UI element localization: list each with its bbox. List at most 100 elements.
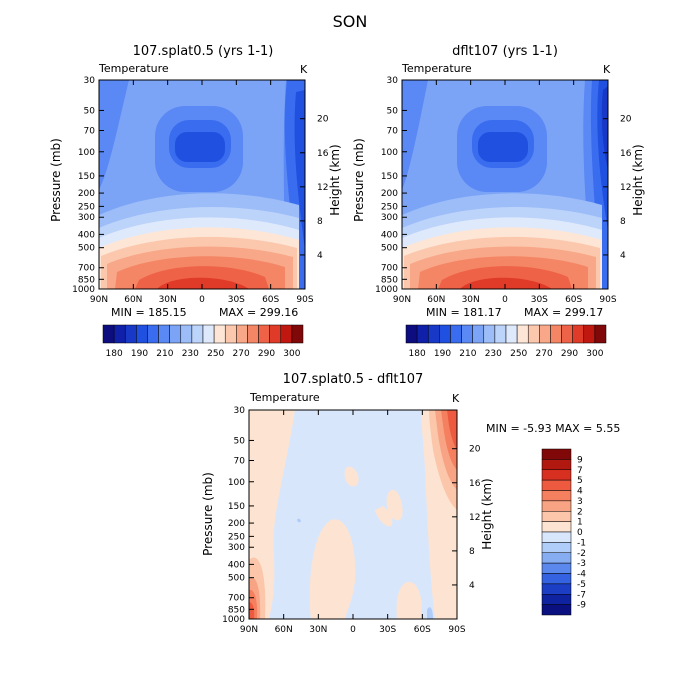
colorbar-label: 1 — [577, 518, 583, 528]
pressure-tick-label: 30 — [387, 76, 399, 86]
colorbar-swatch — [561, 324, 573, 344]
colorbar-swatch — [202, 324, 215, 344]
panel-2-contours — [402, 80, 608, 289]
colorbar-label: 230 — [485, 349, 502, 359]
colorbar-swatch — [539, 324, 551, 344]
panel-3-units: K — [452, 392, 460, 405]
pressure-tick-label: 50 — [387, 106, 399, 116]
colorbar-label: 3 — [577, 497, 583, 507]
colorbar-swatch — [516, 324, 529, 344]
pressure-tick-label: 30 — [234, 406, 246, 416]
colorbar-swatch — [213, 324, 226, 344]
contour-fill — [157, 277, 249, 289]
contour-fill — [396, 581, 422, 619]
panel-3-contours — [249, 410, 457, 619]
panel-2-variable: Temperature — [401, 62, 472, 75]
panel-2-plot — [402, 80, 608, 289]
pressure-tick-label: 150 — [381, 172, 398, 182]
pressure-tick-label: 30 — [84, 76, 96, 86]
colorbar-label: 190 — [131, 349, 148, 359]
lat-tick-label: 60N — [124, 295, 142, 305]
lat-tick-label: 60N — [275, 625, 293, 635]
colorbar-swatch — [494, 324, 507, 344]
y-axis-title: Pressure (mb) — [201, 472, 215, 556]
pressure-tick-label: 250 — [381, 202, 398, 212]
lat-tick-label: 90S — [448, 625, 465, 635]
colorbar-label: -3 — [577, 559, 586, 569]
colorbar-swatch — [541, 583, 572, 595]
colorbar-label: 210 — [459, 349, 476, 359]
colorbar-swatch — [541, 521, 572, 533]
panel-1-title: 107.splat0.5 (yrs 1-1) — [133, 44, 274, 59]
height-tick-label: 4 — [317, 251, 323, 261]
lat-tick-label: 0 — [350, 625, 356, 635]
panel-3-title: 107.splat0.5 - dflt107 — [283, 372, 424, 387]
colorbar-swatch — [541, 459, 572, 470]
lat-tick-label: 30N — [159, 295, 177, 305]
height-tick-label: 16 — [620, 149, 632, 159]
colorbar-label: -9 — [577, 601, 586, 611]
pressure-tick-label: 700 — [228, 594, 245, 604]
panel-3-plot — [249, 410, 457, 619]
colorbar-swatch — [527, 324, 540, 344]
pressure-tick-label: 50 — [84, 106, 96, 116]
colorbar-swatch — [258, 324, 270, 344]
panel-1-min: MIN = 185.15 — [111, 306, 187, 319]
lat-tick-label: 30N — [309, 625, 327, 635]
colorbar-swatch — [136, 324, 148, 344]
pressure-tick-label: 300 — [381, 213, 398, 223]
colorbar-swatch — [541, 594, 572, 605]
lat-tick-label: 30N — [462, 295, 480, 305]
panel-1-units: K — [300, 63, 308, 76]
pressure-tick-label: 400 — [381, 230, 398, 240]
lat-tick-label: 0 — [502, 295, 508, 305]
colorbar-label: -2 — [577, 549, 586, 559]
colorbar-swatch — [236, 324, 248, 344]
panel-1: 107.splat0.5 (yrs 1-1) Temperature K — [49, 44, 342, 359]
pressure-tick-label: 50 — [234, 436, 246, 446]
height-tick-label: 16 — [469, 479, 481, 489]
panel-3: 107.splat0.5 - dflt107 Temperature K — [201, 372, 620, 635]
colorbar-swatch — [541, 490, 572, 502]
lat-tick-label: 90N — [393, 295, 411, 305]
colorbar-swatch — [541, 500, 572, 512]
height-tick-label: 8 — [620, 217, 626, 227]
colorbar-label: 4 — [577, 487, 583, 497]
lat-tick-label: 90N — [90, 295, 108, 305]
panel-2-units: K — [603, 63, 611, 76]
panel-1-contours — [99, 80, 305, 289]
contour-fill — [601, 86, 608, 170]
pressure-tick-label: 100 — [78, 148, 95, 158]
colorbar-label: -1 — [577, 538, 586, 548]
colorbar-label: 300 — [283, 349, 300, 359]
colorbar-swatch — [541, 562, 572, 574]
colorbar-swatch — [541, 511, 572, 522]
height-tick-label: 20 — [317, 115, 329, 125]
colorbar-label: 0 — [577, 528, 583, 538]
colorbar-swatch — [124, 324, 137, 344]
colorbar-swatch — [461, 324, 473, 344]
colorbar-label: 5 — [577, 476, 583, 486]
colorbar-swatch — [483, 324, 496, 344]
contour-fill — [478, 132, 528, 162]
contour-fill — [460, 277, 552, 289]
contour-fill — [297, 518, 301, 523]
colorbar-swatch — [191, 324, 204, 344]
pressure-tick-label: 850 — [78, 275, 95, 285]
pressure-tick-label: 400 — [228, 560, 245, 570]
height-tick-label: 4 — [620, 251, 626, 261]
pressure-tick-label: 150 — [78, 172, 95, 182]
y-axis-title-right: Height (km) — [631, 144, 645, 215]
contour-fill — [427, 607, 433, 619]
colorbar-swatch — [247, 324, 259, 344]
lat-tick-label: 30S — [531, 295, 548, 305]
contour-fill — [294, 90, 305, 250]
colorbar-swatch — [541, 469, 572, 481]
colorbar-swatch — [541, 479, 572, 491]
colorbar-swatch — [572, 324, 585, 344]
y-axis-title: Pressure (mb) — [49, 138, 63, 222]
colorbar-swatch — [180, 324, 193, 344]
colorbar-label: 270 — [536, 349, 553, 359]
figure-title: SON — [333, 12, 368, 31]
